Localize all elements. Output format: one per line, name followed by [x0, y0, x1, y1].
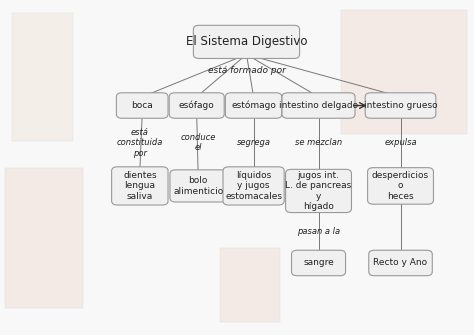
Text: esófago: esófago	[179, 101, 215, 110]
Text: se mezclan: se mezclan	[295, 138, 342, 147]
Text: boca: boca	[131, 101, 153, 110]
Text: pasan a la: pasan a la	[297, 227, 340, 236]
FancyBboxPatch shape	[111, 167, 168, 205]
FancyBboxPatch shape	[285, 170, 351, 213]
Text: líquidos
y jugos
estomacales: líquidos y jugos estomacales	[225, 171, 282, 201]
FancyBboxPatch shape	[220, 248, 280, 322]
FancyBboxPatch shape	[170, 170, 226, 202]
Text: El Sistema Digestivo: El Sistema Digestivo	[186, 36, 307, 48]
Text: segrega: segrega	[237, 138, 271, 147]
FancyBboxPatch shape	[226, 93, 282, 118]
Text: estómago: estómago	[231, 101, 276, 110]
Text: está formado por: está formado por	[208, 66, 285, 75]
Text: jugos int.
L. de pancreas
y
hígado: jugos int. L. de pancreas y hígado	[285, 171, 352, 211]
FancyBboxPatch shape	[292, 250, 346, 276]
FancyBboxPatch shape	[223, 167, 284, 205]
FancyBboxPatch shape	[5, 168, 83, 308]
Text: desperdicios
o
heces: desperdicios o heces	[372, 171, 429, 201]
FancyBboxPatch shape	[341, 10, 467, 134]
Text: expulsa: expulsa	[384, 138, 417, 147]
Text: conduce
el: conduce el	[181, 133, 216, 152]
FancyBboxPatch shape	[368, 168, 433, 204]
Text: sangre: sangre	[303, 259, 334, 267]
Text: dientes
lengua
saliva: dientes lengua saliva	[123, 171, 156, 201]
Text: está
constituida
por: está constituida por	[117, 128, 163, 157]
Text: intestino grueso: intestino grueso	[364, 101, 438, 110]
FancyBboxPatch shape	[169, 93, 224, 118]
Text: bolo
alimenticio: bolo alimenticio	[173, 176, 223, 196]
Text: intestino delgado: intestino delgado	[279, 101, 358, 110]
FancyBboxPatch shape	[282, 93, 355, 118]
FancyBboxPatch shape	[117, 93, 168, 118]
FancyBboxPatch shape	[369, 250, 432, 276]
FancyBboxPatch shape	[193, 25, 300, 58]
FancyBboxPatch shape	[12, 13, 73, 141]
Text: Recto y Ano: Recto y Ano	[374, 259, 428, 267]
FancyBboxPatch shape	[365, 93, 436, 118]
